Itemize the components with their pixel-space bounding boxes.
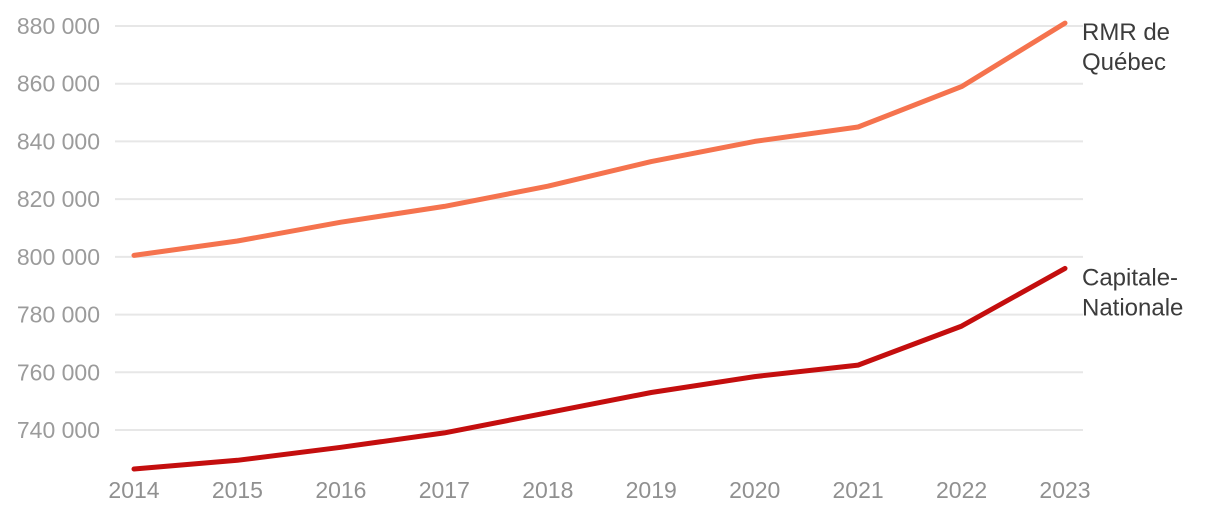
- y-axis-tick-label: 780 000: [17, 302, 100, 328]
- y-axis-tick-label: 840 000: [17, 128, 100, 154]
- y-axis-tick-label: 880 000: [17, 13, 100, 39]
- x-axis-tick-label: 2020: [729, 477, 780, 503]
- y-axis-tick-label: 820 000: [17, 186, 100, 212]
- series-line-rmr-de-quebec: [131, 20, 1068, 258]
- x-axis-tick-label: 2018: [522, 477, 573, 503]
- gridlines: [115, 25, 1083, 431]
- x-axis-tick-label: 2016: [315, 477, 366, 503]
- series-lines: [131, 20, 1068, 472]
- series-line-capitale-nationale: [131, 265, 1068, 472]
- x-axis-tick-label: 2014: [108, 477, 159, 503]
- y-axis-tick-label: 740 000: [17, 417, 100, 443]
- series-end-labels: RMR de Québec Capitale-Nationale: [1082, 19, 1183, 321]
- y-axis-tick-label: 760 000: [17, 359, 100, 385]
- y-axis-tick-label: 800 000: [17, 244, 100, 270]
- x-axis-tick-label: 2015: [212, 477, 263, 503]
- series-end-label-rmr-de-quebec: RMR de Québec: [1082, 19, 1170, 76]
- y-axis-tick-labels: 740 000 760 000 780 000 800 000 820 000 840 0…: [17, 13, 100, 443]
- x-axis-tick-label: 2023: [1039, 477, 1090, 503]
- x-axis-tick-label: 2022: [936, 477, 987, 503]
- x-axis-tick-label: 2019: [626, 477, 677, 503]
- x-axis-tick-labels: 2014 2015 2016 2017 2018 2019 2020 2021 2022 2023: [108, 477, 1090, 503]
- x-axis-tick-label: 2017: [419, 477, 470, 503]
- x-axis-tick-label: 2021: [833, 477, 884, 503]
- series-end-label-capitale-nationale: Capitale-Nationale: [1082, 264, 1183, 321]
- y-axis-tick-label: 860 000: [17, 71, 100, 97]
